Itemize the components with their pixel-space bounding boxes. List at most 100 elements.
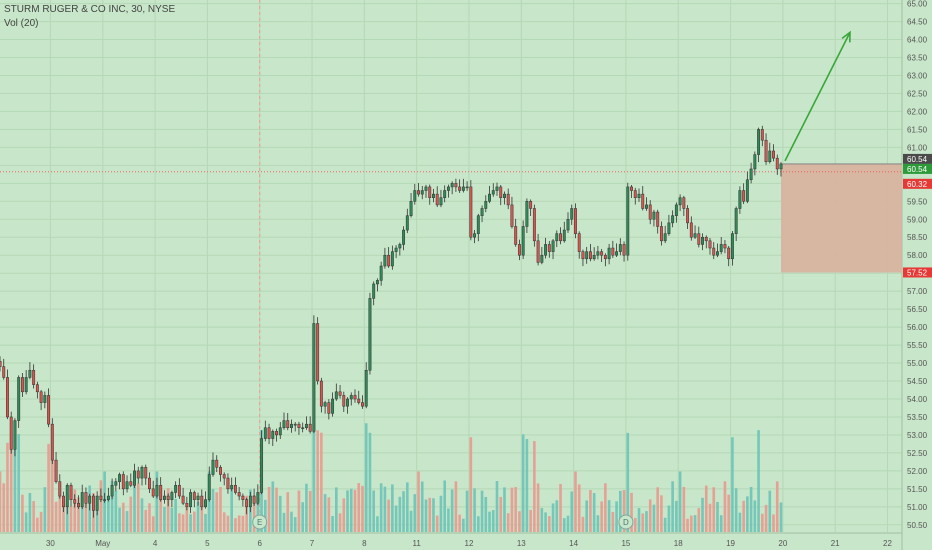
volume-bar — [671, 481, 674, 532]
candle-body — [99, 495, 103, 500]
candle-body — [686, 208, 690, 224]
volume-bar — [6, 442, 9, 532]
volume-bar — [630, 492, 633, 532]
volume-bar — [761, 513, 764, 532]
volume-bar — [69, 506, 73, 532]
y-tick-label: 51.00 — [907, 503, 928, 512]
volume-bar — [432, 498, 435, 532]
candle-body — [532, 208, 536, 242]
event-marker-label: E — [257, 518, 262, 527]
volume-bar — [387, 499, 390, 532]
candle-body — [118, 474, 122, 482]
candle-body — [454, 183, 458, 188]
candle-body — [162, 495, 166, 500]
candle-body — [364, 369, 368, 407]
candle-body — [62, 495, 65, 508]
volume-bar — [73, 489, 77, 532]
volume-bar — [166, 488, 170, 532]
candle-body — [275, 431, 278, 436]
candle-body — [323, 402, 327, 407]
candle-body — [420, 190, 424, 195]
volume-bar — [368, 432, 372, 532]
volume-bar — [331, 516, 334, 532]
target-arrow — [784, 31, 851, 162]
candle-body — [260, 438, 264, 493]
candle-body — [342, 395, 346, 407]
y-tick-label: 59.00 — [907, 215, 928, 224]
chart-legend: STURM RUGER & CO INC, 30, NYSE Vol (20) — [4, 3, 175, 31]
volume-bar — [536, 483, 540, 532]
volume-bar — [529, 509, 532, 532]
x-tick-label: 13 — [517, 539, 526, 548]
candle-body — [704, 236, 708, 242]
candle-body — [271, 431, 275, 439]
candle-body — [297, 423, 301, 429]
volume-bar — [409, 510, 413, 532]
candle-body — [375, 280, 379, 285]
volume-bar — [439, 495, 443, 532]
volume-bar — [290, 511, 293, 532]
volume-bar — [163, 507, 166, 532]
candle-body — [103, 499, 107, 501]
volume-bar — [47, 443, 50, 532]
volume-bar — [495, 481, 499, 532]
candle-body — [237, 492, 241, 497]
volume-bar — [424, 499, 428, 532]
candle-body — [592, 254, 596, 260]
candle-body — [144, 467, 148, 479]
event-marker — [252, 514, 268, 530]
volume-bar — [267, 486, 271, 532]
candle-body — [372, 283, 376, 299]
volume-bar — [278, 495, 282, 532]
volume-bar — [301, 502, 304, 532]
volume-bar — [548, 516, 551, 532]
stop-zone — [781, 163, 902, 273]
candle-body — [409, 201, 413, 216]
candle-body — [749, 168, 753, 180]
candle-body — [0, 361, 2, 367]
candle-body — [286, 420, 290, 429]
volume-bar — [335, 487, 338, 532]
candle-body — [338, 391, 342, 396]
volume-bar — [77, 497, 80, 532]
volume-bar — [566, 515, 570, 532]
y-tick-label: 51.50 — [907, 485, 928, 494]
volume-bar — [219, 487, 222, 532]
candle-body — [222, 474, 226, 479]
candle-body — [730, 233, 734, 260]
volume-bar — [447, 508, 450, 532]
symbol-title[interactable]: STURM RUGER & CO INC, 30, NYSE — [4, 4, 176, 15]
volume-bar — [686, 518, 689, 532]
candle-body — [69, 485, 73, 500]
candle-body — [779, 163, 783, 170]
volume-bar — [215, 492, 219, 532]
y-tick-label: 56.00 — [907, 323, 928, 332]
volume-bar — [316, 430, 319, 532]
candle-body — [114, 481, 118, 486]
volume-bar — [140, 498, 144, 532]
candle-body — [648, 204, 652, 220]
volume-bar — [312, 424, 316, 532]
volume-bar — [749, 486, 753, 532]
volume-bar — [484, 496, 488, 532]
candle-body — [701, 236, 704, 245]
volume-bar — [39, 511, 43, 532]
volume-bar — [738, 512, 742, 532]
candle-body — [6, 377, 9, 418]
volume-bar — [443, 480, 446, 532]
candle-body — [379, 265, 383, 281]
candle-body — [645, 204, 648, 209]
candle-body — [290, 423, 293, 429]
volume-bar — [544, 512, 547, 532]
indicator-label[interactable]: Vol (20) — [4, 18, 39, 29]
volume-bar — [54, 501, 58, 532]
y-tick-label: 55.00 — [907, 359, 928, 368]
candle-body — [768, 150, 772, 163]
volume-bar — [144, 509, 148, 532]
candle-body — [458, 186, 462, 191]
candle-body — [394, 247, 398, 252]
price-badge — [903, 267, 932, 278]
volume-bar — [394, 505, 398, 532]
candle-body — [91, 495, 95, 511]
